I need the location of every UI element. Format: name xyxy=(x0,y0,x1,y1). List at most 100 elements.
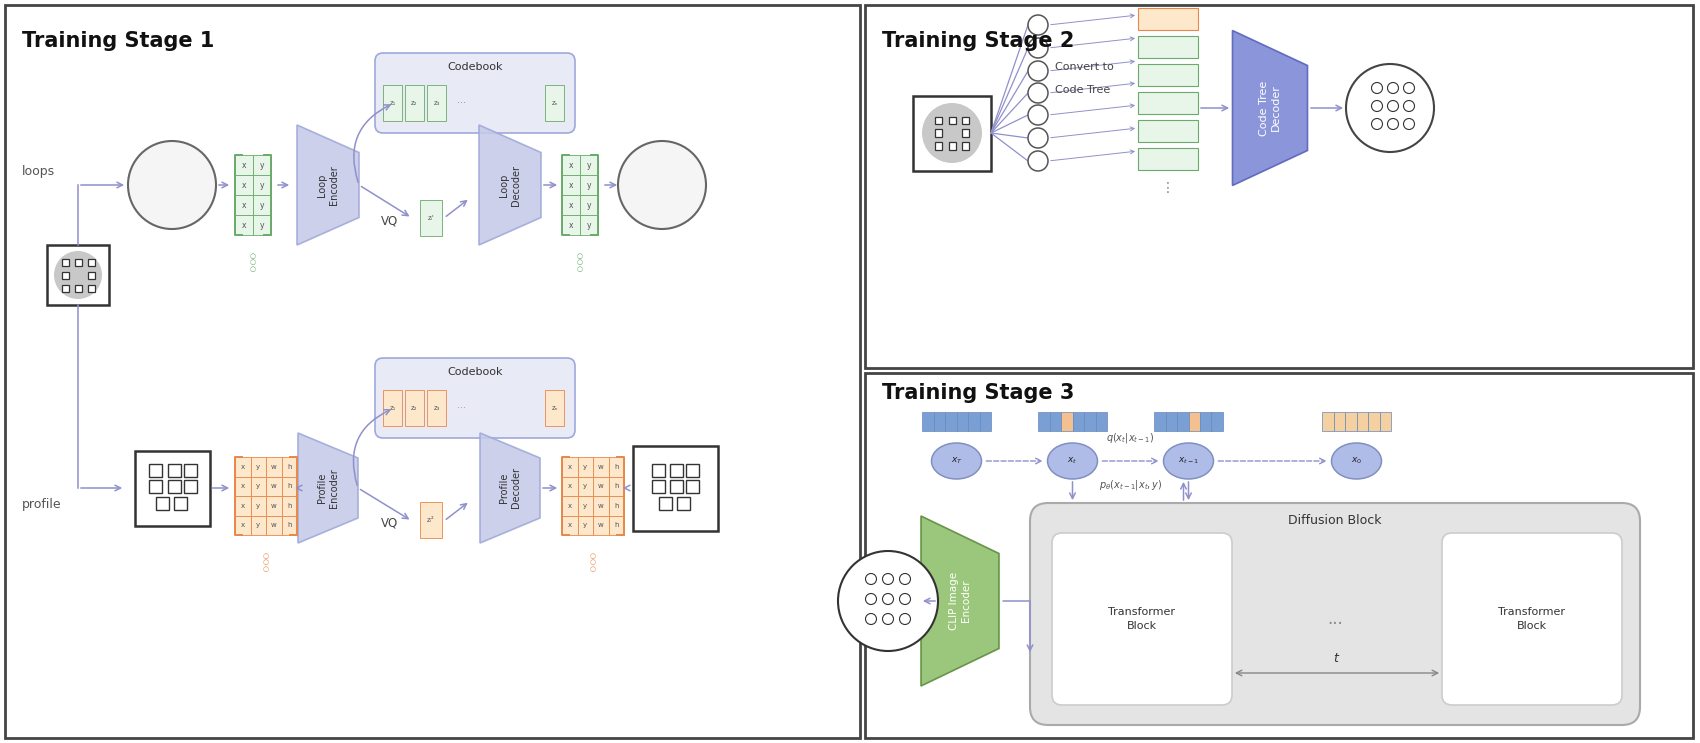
Bar xyxy=(1073,412,1085,431)
Bar xyxy=(580,195,598,215)
Bar xyxy=(933,412,945,431)
Circle shape xyxy=(1404,100,1414,111)
Text: ···: ··· xyxy=(457,403,466,413)
Text: loops: loops xyxy=(22,165,54,178)
Text: y: y xyxy=(583,503,586,509)
Bar xyxy=(184,464,197,476)
Bar xyxy=(265,516,282,535)
Text: x: x xyxy=(568,464,571,470)
Circle shape xyxy=(1028,128,1047,148)
Circle shape xyxy=(1372,82,1382,94)
Text: Code Tree: Code Tree xyxy=(1056,85,1110,95)
Circle shape xyxy=(1387,100,1399,111)
Circle shape xyxy=(128,141,216,229)
Bar xyxy=(235,195,253,215)
Bar xyxy=(250,457,265,476)
Text: $x_t$: $x_t$ xyxy=(1068,455,1078,467)
Bar xyxy=(382,390,401,426)
Bar xyxy=(935,117,942,123)
Bar xyxy=(1176,412,1188,431)
Circle shape xyxy=(882,614,894,625)
Bar xyxy=(609,457,624,476)
Text: VQ: VQ xyxy=(381,516,398,530)
Text: w: w xyxy=(270,503,277,509)
Text: z₂: z₂ xyxy=(411,100,418,106)
Bar xyxy=(250,496,265,516)
Bar xyxy=(962,129,969,137)
Bar xyxy=(1137,64,1198,86)
Bar xyxy=(967,412,979,431)
Bar xyxy=(1323,412,1333,431)
Ellipse shape xyxy=(1047,443,1098,479)
Text: x: x xyxy=(241,522,245,528)
Bar xyxy=(651,479,665,493)
Text: x: x xyxy=(241,201,246,210)
Text: zₙ: zₙ xyxy=(551,100,558,106)
Bar xyxy=(75,285,82,291)
Bar xyxy=(1333,412,1345,431)
Circle shape xyxy=(899,614,911,625)
Text: ○
○
○: ○ ○ ○ xyxy=(264,553,269,572)
Bar xyxy=(235,155,253,175)
Bar xyxy=(235,496,250,516)
Bar xyxy=(427,85,445,121)
Bar xyxy=(87,285,95,291)
Text: Training Stage 2: Training Stage 2 xyxy=(882,31,1074,51)
Text: profile: profile xyxy=(22,498,61,511)
Bar xyxy=(1085,412,1095,431)
Bar xyxy=(265,476,282,496)
Text: CLIP Image
Encoder: CLIP Image Encoder xyxy=(949,572,971,630)
Bar xyxy=(546,85,564,121)
Bar xyxy=(48,245,109,305)
Bar xyxy=(250,476,265,496)
Bar xyxy=(1345,412,1357,431)
Bar xyxy=(609,516,624,535)
Text: h: h xyxy=(287,522,291,528)
Bar xyxy=(235,215,253,235)
Polygon shape xyxy=(298,125,359,245)
Bar xyxy=(427,390,445,426)
Bar xyxy=(1137,36,1198,58)
Bar xyxy=(1166,412,1176,431)
Circle shape xyxy=(1404,82,1414,94)
Text: y: y xyxy=(257,522,260,528)
Bar xyxy=(87,271,95,279)
FancyBboxPatch shape xyxy=(376,53,575,133)
Text: y: y xyxy=(586,160,592,169)
Bar xyxy=(265,457,282,476)
Bar xyxy=(235,175,253,195)
Bar xyxy=(593,476,609,496)
Bar xyxy=(563,457,578,476)
Text: $x_{t-1}$: $x_{t-1}$ xyxy=(1178,455,1198,467)
Bar xyxy=(546,390,564,426)
Bar xyxy=(1061,412,1073,431)
Text: x: x xyxy=(570,181,573,189)
Text: z₁: z₁ xyxy=(389,100,396,106)
Bar xyxy=(1357,412,1369,431)
Text: ···: ··· xyxy=(457,98,466,108)
Bar xyxy=(148,479,162,493)
Bar xyxy=(265,496,282,516)
Bar xyxy=(235,457,250,476)
Bar xyxy=(282,496,297,516)
Text: $p_\theta(x_{t-1}|x_t, y)$: $p_\theta(x_{t-1}|x_t, y)$ xyxy=(1098,478,1163,492)
Bar xyxy=(420,502,442,538)
Text: w: w xyxy=(270,522,277,528)
Polygon shape xyxy=(479,433,541,543)
Text: Code Tree
Decoder: Code Tree Decoder xyxy=(1258,80,1282,136)
Bar xyxy=(87,259,95,265)
Circle shape xyxy=(865,594,877,605)
Bar xyxy=(578,457,593,476)
Circle shape xyxy=(619,141,706,229)
Text: x: x xyxy=(241,483,245,489)
Polygon shape xyxy=(1232,30,1307,186)
Circle shape xyxy=(882,574,894,585)
Bar xyxy=(563,516,578,535)
Text: $t$: $t$ xyxy=(1333,652,1341,664)
Bar xyxy=(609,476,624,496)
Text: y: y xyxy=(583,483,586,489)
Text: y: y xyxy=(260,201,264,210)
Circle shape xyxy=(899,594,911,605)
Text: $x_0$: $x_0$ xyxy=(1352,455,1362,467)
Text: z₂: z₂ xyxy=(411,405,418,411)
